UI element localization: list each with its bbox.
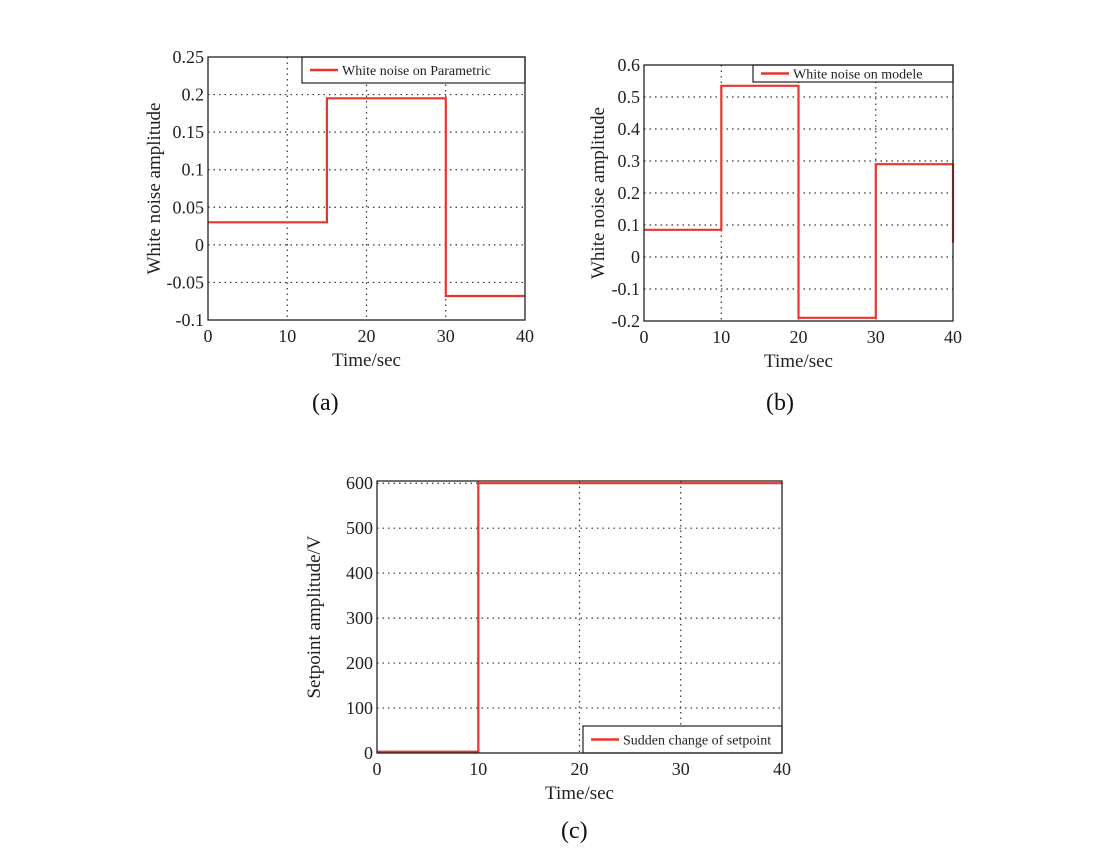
chart-a: 0 10 20 30 40 -0.1 -0.05 0 0.05 0.1 0.15 0.2 0.25 Whi… <box>144 47 534 371</box>
y-tick-label: 0.5 <box>618 87 641 107</box>
y-tick-label: 0 <box>364 743 373 763</box>
plot-area <box>208 57 525 320</box>
x-tick-label: 30 <box>867 327 885 347</box>
x-tick-label: 20 <box>358 326 376 346</box>
legend-label: White noise on Parametric <box>342 64 491 79</box>
y-tick-label: 0 <box>195 235 204 255</box>
x-axis-label: Time/sec <box>332 350 401 371</box>
x-tick-label: 40 <box>773 759 791 779</box>
chart-b: 0 10 20 30 40 -0.2 -0.1 0 0.1 0.2 0.3 0.4 0.5 0.6 Whit… <box>588 55 962 372</box>
y-tick-label: 100 <box>346 698 373 718</box>
y-tick-label: 0.05 <box>173 197 205 217</box>
y-tick-label: 600 <box>346 473 373 493</box>
x-axis-label: Time/sec <box>764 351 833 372</box>
y-tick-label: -0.1 <box>176 310 205 330</box>
y-tick-label: 500 <box>346 518 373 538</box>
series-line <box>644 84 955 319</box>
x-tick-label: 0 <box>204 326 213 346</box>
x-tick-label: 20 <box>790 327 808 347</box>
axes-frame <box>643 64 954 322</box>
y-tick-label: 0.3 <box>618 151 641 171</box>
x-tick-label: 0 <box>640 327 649 347</box>
x-tick-label: 0 <box>373 759 382 779</box>
y-axis-label: White noise amplitude <box>588 107 609 279</box>
y-tick-label: 0.2 <box>618 183 641 203</box>
series-line <box>377 482 782 753</box>
y-axis-label: White noise amplitude <box>144 102 165 274</box>
x-tick-label: 10 <box>712 327 730 347</box>
y-tick-label: 0.15 <box>173 122 205 142</box>
panel-label-a: (a) <box>312 390 339 416</box>
y-tick-label: 400 <box>346 563 373 583</box>
x-tick-label: 40 <box>944 327 962 347</box>
panel-label-c: (c) <box>561 818 588 844</box>
y-tick-label: -0.2 <box>612 311 641 331</box>
y-tick-label: -0.05 <box>167 272 205 292</box>
legend-label: Sudden change of setpoint <box>623 734 771 749</box>
y-tick-label: 0.6 <box>618 55 641 75</box>
x-tick-label: 20 <box>571 759 589 779</box>
y-tick-label: 0.4 <box>618 119 641 139</box>
legend-box <box>301 56 526 84</box>
y-tick-label: 300 <box>346 608 373 628</box>
legend-label: White noise on modele <box>793 68 922 83</box>
y-tick-label: 0.2 <box>182 85 205 105</box>
series-line <box>208 97 525 298</box>
y-axis-label: Setpoint amplitude/V <box>304 535 325 698</box>
axes-frame <box>207 56 526 321</box>
x-tick-label: 30 <box>437 326 455 346</box>
panel-label-b: (b) <box>766 390 794 416</box>
y-tick-label: 0.1 <box>182 160 205 180</box>
x-tick-label: 10 <box>469 759 487 779</box>
y-tick-label: 0 <box>631 247 640 267</box>
x-tick-label: 30 <box>672 759 690 779</box>
y-tick-label: 0.1 <box>618 215 641 235</box>
y-tick-label: 200 <box>346 653 373 673</box>
y-tick-label: 0.25 <box>173 47 205 67</box>
axes-frame <box>376 480 783 754</box>
x-tick-label: 10 <box>278 326 296 346</box>
x-tick-label: 40 <box>516 326 534 346</box>
y-tick-label: -0.1 <box>612 279 641 299</box>
x-axis-label: Time/sec <box>545 783 614 804</box>
